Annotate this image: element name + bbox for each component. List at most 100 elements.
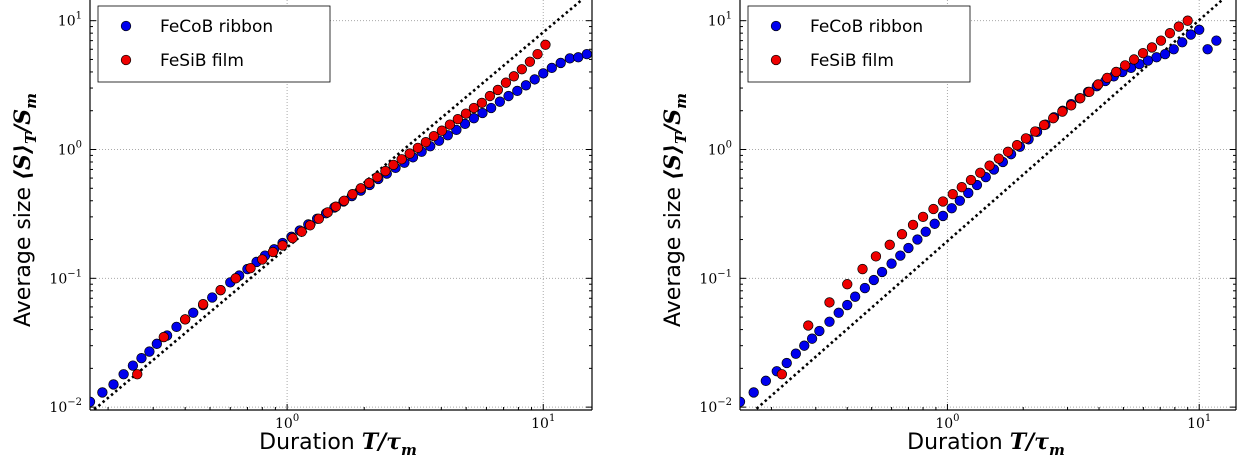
data-point <box>1093 79 1104 90</box>
data-point <box>956 182 967 193</box>
data-point <box>1211 35 1222 46</box>
data-point <box>1084 86 1095 98</box>
data-point <box>347 189 358 200</box>
y-tick-label: 100 <box>58 139 82 158</box>
data-point <box>339 195 350 206</box>
legend-box <box>747 5 971 83</box>
x-tick-label: 101 <box>531 413 555 432</box>
series-2 <box>776 15 1193 380</box>
data-point <box>833 307 844 318</box>
data-point <box>1168 44 1179 55</box>
legend: FeCoB ribbon FeSiB film <box>97 5 331 83</box>
legend-box <box>97 5 331 83</box>
data-point <box>546 62 557 74</box>
data-point <box>886 258 897 269</box>
data-point <box>1102 72 1113 83</box>
data-point <box>1177 37 1188 48</box>
data-point <box>993 153 1004 164</box>
data-point <box>267 246 279 258</box>
data-point <box>806 333 818 344</box>
data-point <box>1164 28 1176 39</box>
x-axis-title: Duration T/τm <box>907 429 1065 459</box>
data-point <box>484 90 496 102</box>
data-point <box>412 142 424 153</box>
data-point <box>355 183 366 194</box>
data-point <box>532 48 543 60</box>
data-point <box>372 172 383 183</box>
data-point <box>304 220 316 231</box>
legend-marker <box>770 54 782 66</box>
data-point <box>842 279 853 290</box>
data-point <box>477 107 488 119</box>
data-point <box>257 254 268 265</box>
data-point <box>1011 140 1023 151</box>
data-point <box>287 233 298 244</box>
data-point <box>870 251 882 262</box>
y-tick-label: 10−1 <box>49 268 82 287</box>
data-point <box>158 331 169 343</box>
data-point <box>555 57 566 69</box>
legend-label: FeCoB ribbon <box>160 17 273 37</box>
data-point <box>781 357 792 369</box>
data-point <box>108 379 119 390</box>
legend-label: FeSiB film <box>810 51 894 71</box>
data-point <box>524 56 536 67</box>
data-point <box>776 369 788 380</box>
data-point <box>1111 66 1122 78</box>
data-point <box>460 108 472 119</box>
data-point <box>503 90 514 102</box>
data-point <box>803 320 814 331</box>
chart-panel-2: 100 101 10−2 10−1 100 101 FeCoB ribbon FeSiB fi… <box>660 0 1237 459</box>
data-point <box>144 346 155 357</box>
data-point <box>1137 47 1149 59</box>
y-axis-title: Average size ⟨S⟩T/Sm <box>10 93 40 327</box>
data-point <box>520 80 532 91</box>
data-point <box>468 113 480 124</box>
x-tick-label: 100 <box>275 413 299 432</box>
data-point <box>920 226 931 237</box>
data-point <box>1155 35 1167 46</box>
legend-marker <box>120 20 132 32</box>
data-point <box>965 174 977 186</box>
data-point <box>1151 52 1162 63</box>
data-point <box>468 102 480 114</box>
legend: FeCoB ribbon FeSiB film <box>747 5 971 83</box>
data-point <box>118 369 129 380</box>
data-point <box>824 297 835 308</box>
data-point <box>859 282 871 294</box>
data-point <box>428 130 439 142</box>
data-point <box>896 229 908 240</box>
y-tick-label: 101 <box>58 11 82 30</box>
data-point <box>1182 15 1193 26</box>
data-point <box>197 299 209 310</box>
data-point <box>127 360 139 371</box>
data-point <box>946 203 957 214</box>
legend-marker <box>120 54 132 66</box>
data-point <box>564 53 575 64</box>
legend-label: FeSiB film <box>160 51 244 71</box>
data-point <box>444 119 456 130</box>
data-point <box>799 340 810 351</box>
data-point <box>954 195 965 206</box>
data-point <box>132 369 143 380</box>
data-point <box>903 242 914 254</box>
series-2 <box>132 39 551 380</box>
data-point <box>790 348 802 359</box>
data-point <box>277 240 288 251</box>
legend-marker <box>770 20 782 32</box>
data-point <box>842 299 853 311</box>
data-point <box>984 160 995 171</box>
data-point <box>814 325 825 337</box>
data-point <box>529 74 540 85</box>
data-point <box>1075 93 1086 104</box>
data-point <box>1038 119 1050 131</box>
x-tick-label: 101 <box>1187 413 1211 432</box>
data-point <box>313 213 324 224</box>
data-point <box>850 291 861 302</box>
data-point <box>947 189 958 200</box>
data-point <box>151 338 162 349</box>
data-point <box>516 64 527 75</box>
data-point <box>245 262 256 274</box>
data-point <box>180 314 191 325</box>
data-point <box>330 201 342 212</box>
